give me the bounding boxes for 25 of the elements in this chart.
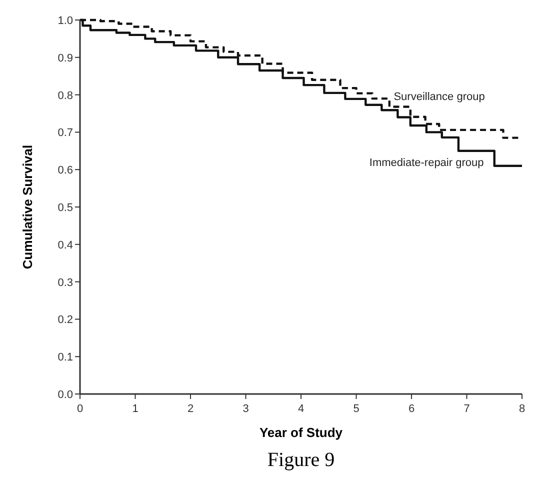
y-tick-label: 0.0 xyxy=(58,389,73,401)
series-label: Surveillance group xyxy=(394,90,485,103)
x-tick-label: 0 xyxy=(76,403,84,415)
y-axis-title: Cumulative Survival xyxy=(20,144,35,270)
x-tick-label: 7 xyxy=(464,403,470,415)
y-tick-label: 0.3 xyxy=(58,276,73,289)
x-tick-label: 6 xyxy=(408,403,415,415)
y-tick-label: 0.2 xyxy=(58,314,73,326)
y-tick-label: 0.1 xyxy=(58,352,73,364)
y-tick-label: 0.4 xyxy=(58,239,73,252)
y-tick-label: 0.7 xyxy=(58,127,73,140)
series-label: Immediate-repair group xyxy=(369,156,484,169)
y-tick-label: 0.6 xyxy=(58,164,73,177)
x-tick-label: 2 xyxy=(187,403,194,415)
x-tick-label: 4 xyxy=(298,403,304,415)
x-tick-label: 3 xyxy=(242,403,249,415)
y-tick-label: 0.9 xyxy=(58,52,73,64)
x-tick-label: 8 xyxy=(518,403,526,415)
x-axis-title: Year of Study xyxy=(259,425,344,440)
y-tick-label: 1.0 xyxy=(58,15,73,27)
y-tick-label: 0.8 xyxy=(58,90,73,102)
x-tick-label: 5 xyxy=(353,403,360,415)
x-tick-label: 1 xyxy=(132,403,138,415)
y-tick-label: 0.5 xyxy=(58,202,73,214)
caption: Figure 9 xyxy=(267,449,335,471)
